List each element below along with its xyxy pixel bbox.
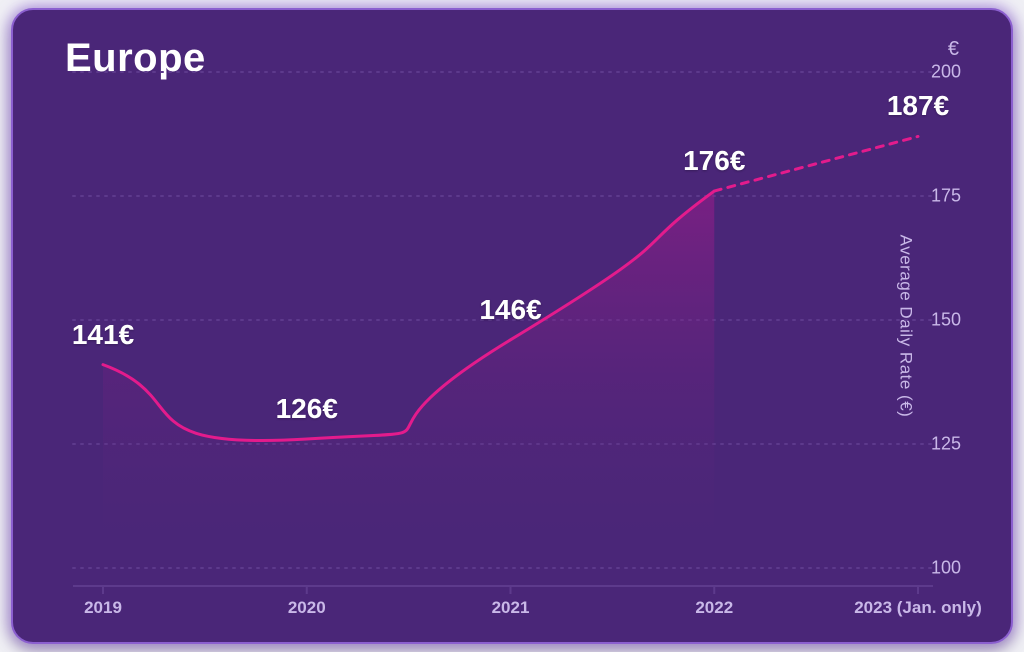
value-label: 126€ [276,393,338,425]
y-tick-label: 175 [931,186,961,207]
chart-plot-svg [13,10,1015,646]
chart-card: Europe € Average Daily Rate (€) 10012515… [11,8,1013,644]
y-tick-label: 100 [931,558,961,579]
x-tick-label: 2021 [492,598,530,618]
value-label: 141€ [72,319,134,351]
value-label: 146€ [479,294,541,326]
x-tick-label: 2019 [84,598,122,618]
y-tick-label: 125 [931,434,961,455]
y-tick-label: 150 [931,310,961,331]
x-tick-label: 2022 [695,598,733,618]
x-tick-label: 2020 [288,598,326,618]
x-tick-label: 2023 (Jan. only) [854,598,982,618]
value-label: 187€ [887,90,949,122]
value-label: 176€ [683,145,745,177]
y-tick-label: 200 [931,62,961,83]
